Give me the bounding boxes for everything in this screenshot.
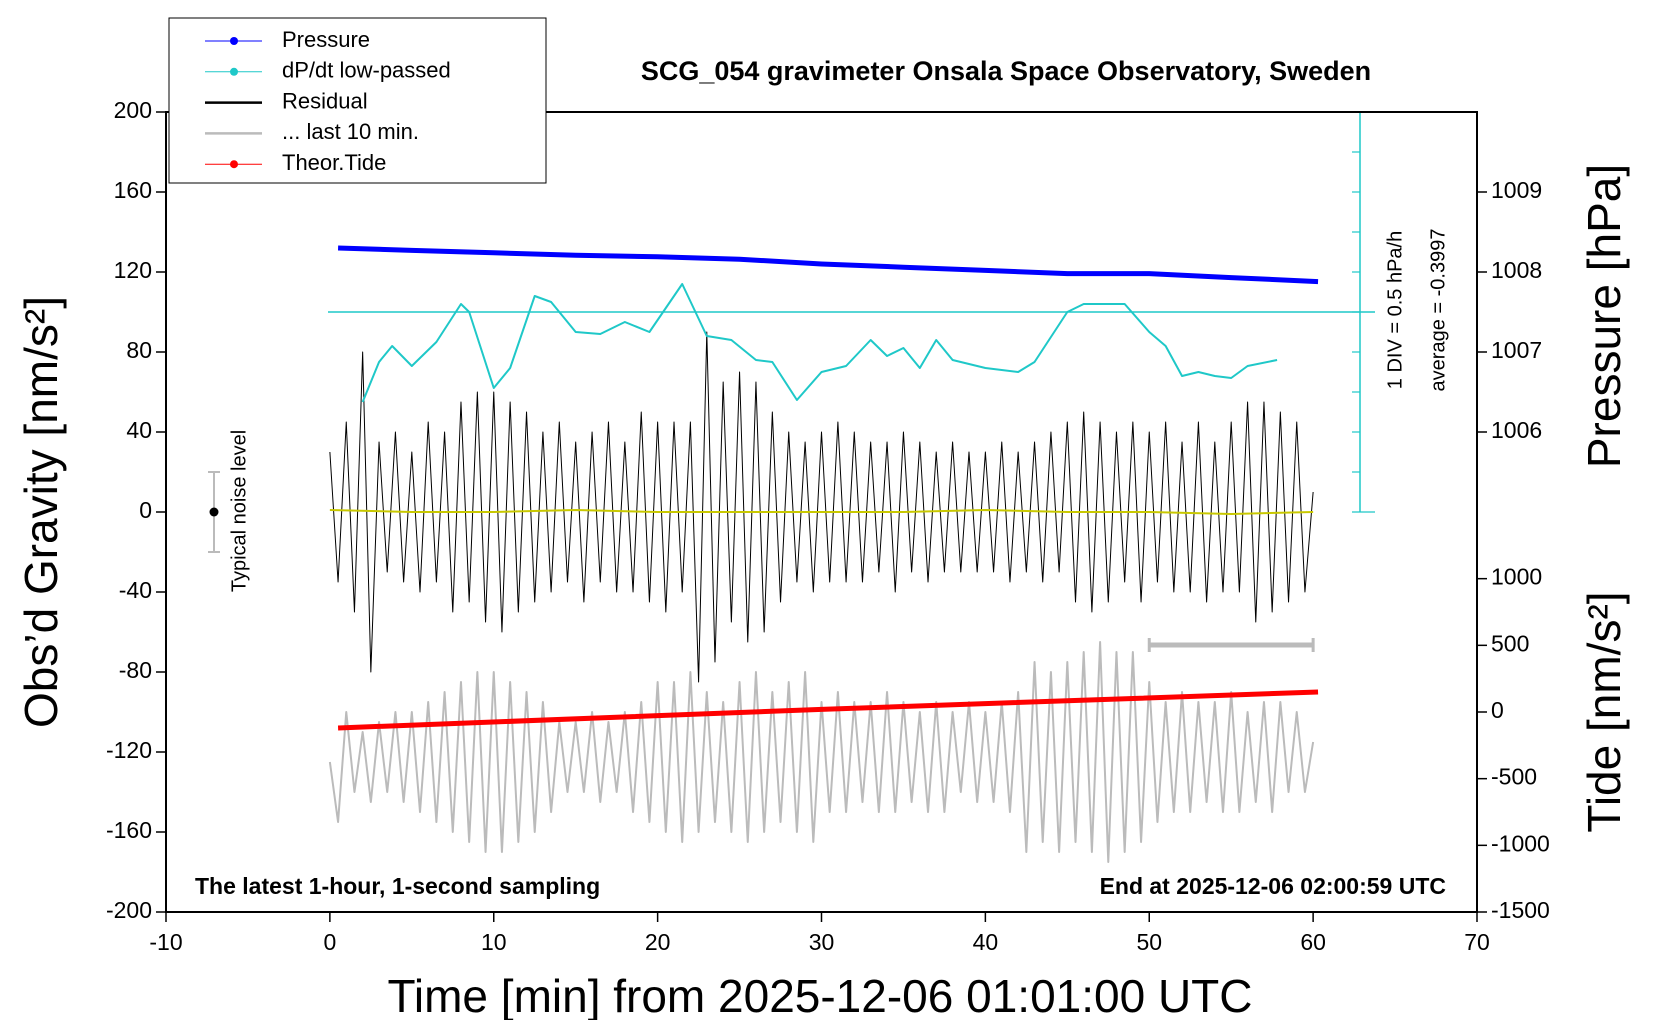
legend-box	[168, 17, 547, 184]
annotation: Typical noise level	[228, 430, 250, 592]
series-line	[328, 641, 1315, 863]
y-tick-label: -200	[106, 897, 152, 923]
pressure-tick-label: 1009	[1491, 177, 1542, 203]
x-tick-label: 30	[809, 929, 835, 955]
x-tick-label: 10	[481, 929, 507, 955]
x-tick-label: 40	[973, 929, 999, 955]
legend-marker	[230, 160, 238, 169]
plot-area	[208, 111, 1375, 863]
y-tick-label: -80	[119, 657, 152, 683]
legend-marker	[230, 67, 238, 76]
annotation: 1 DIV = 0.5 hPa/h	[1384, 231, 1406, 389]
y-tick-label: -160	[106, 817, 152, 843]
tide-tick-label: -1000	[1491, 830, 1550, 856]
pressure-tick-label: 1006	[1491, 417, 1542, 443]
y-tick-label: 200	[114, 97, 152, 123]
series-line	[329, 509, 1314, 515]
legend: Pressure dP/dt low-passed Residual ... last…	[168, 17, 547, 184]
series-line	[337, 689, 1319, 731]
tide-tick-label: 1000	[1491, 564, 1542, 590]
tide-tick-label: 500	[1491, 630, 1529, 656]
x-tick-label: 0	[323, 929, 336, 955]
y-tick-label: -40	[119, 577, 152, 603]
chart-title: SCG_054 gravimeter Onsala Space Observat…	[641, 56, 1371, 86]
y-tick-label: 80	[126, 337, 152, 363]
x-axis-label: Time [min] from 2025-12-06 01:01:00 UTC	[388, 970, 1253, 1020]
pressure-tick-label: 1007	[1491, 337, 1542, 363]
y-tick-label: 0	[139, 497, 152, 523]
tide-tick-label: -1500	[1491, 897, 1550, 923]
y-tick-label: 160	[114, 177, 152, 203]
x-tick-label: 70	[1464, 929, 1490, 955]
y-tick-label: 120	[114, 257, 152, 283]
pressure-tick-label: 1008	[1491, 257, 1542, 283]
y-tick-label: -120	[106, 737, 152, 763]
x-tick-label: 60	[1300, 929, 1326, 955]
x-tick-label: 20	[645, 929, 671, 955]
annotation: The latest 1-hour, 1-second sampling	[195, 873, 600, 899]
legend-label: ... last 10 min.	[282, 119, 419, 144]
x-tick-label: 50	[1136, 929, 1162, 955]
legend-label: dP/dt low-passed	[282, 58, 451, 83]
legend-label: Residual	[282, 88, 368, 113]
noise-level-center	[209, 507, 219, 517]
y-tick-label: 40	[126, 417, 152, 443]
legend-label: Theor.Tide	[282, 150, 386, 175]
tide-axis-label: Tide [nm/s²]	[1578, 591, 1630, 832]
x-tick-label: -10	[149, 929, 182, 955]
annotation: End at 2025-12-06 02:00:59 UTC	[1100, 873, 1446, 899]
tide-tick-label: 0	[1491, 697, 1504, 723]
series-line	[329, 331, 1314, 683]
pressure-axis-label: Pressure [hPa]	[1578, 164, 1630, 468]
series-line	[361, 283, 1278, 403]
y-axis-label: Obs’d Gravity [nm/s²]	[15, 296, 67, 728]
legend-marker	[230, 37, 238, 45]
series-line	[337, 245, 1319, 285]
tide-tick-label: -500	[1491, 764, 1537, 790]
legend-label: Pressure	[282, 27, 370, 52]
annotation: average = -0.3997	[1427, 229, 1449, 392]
